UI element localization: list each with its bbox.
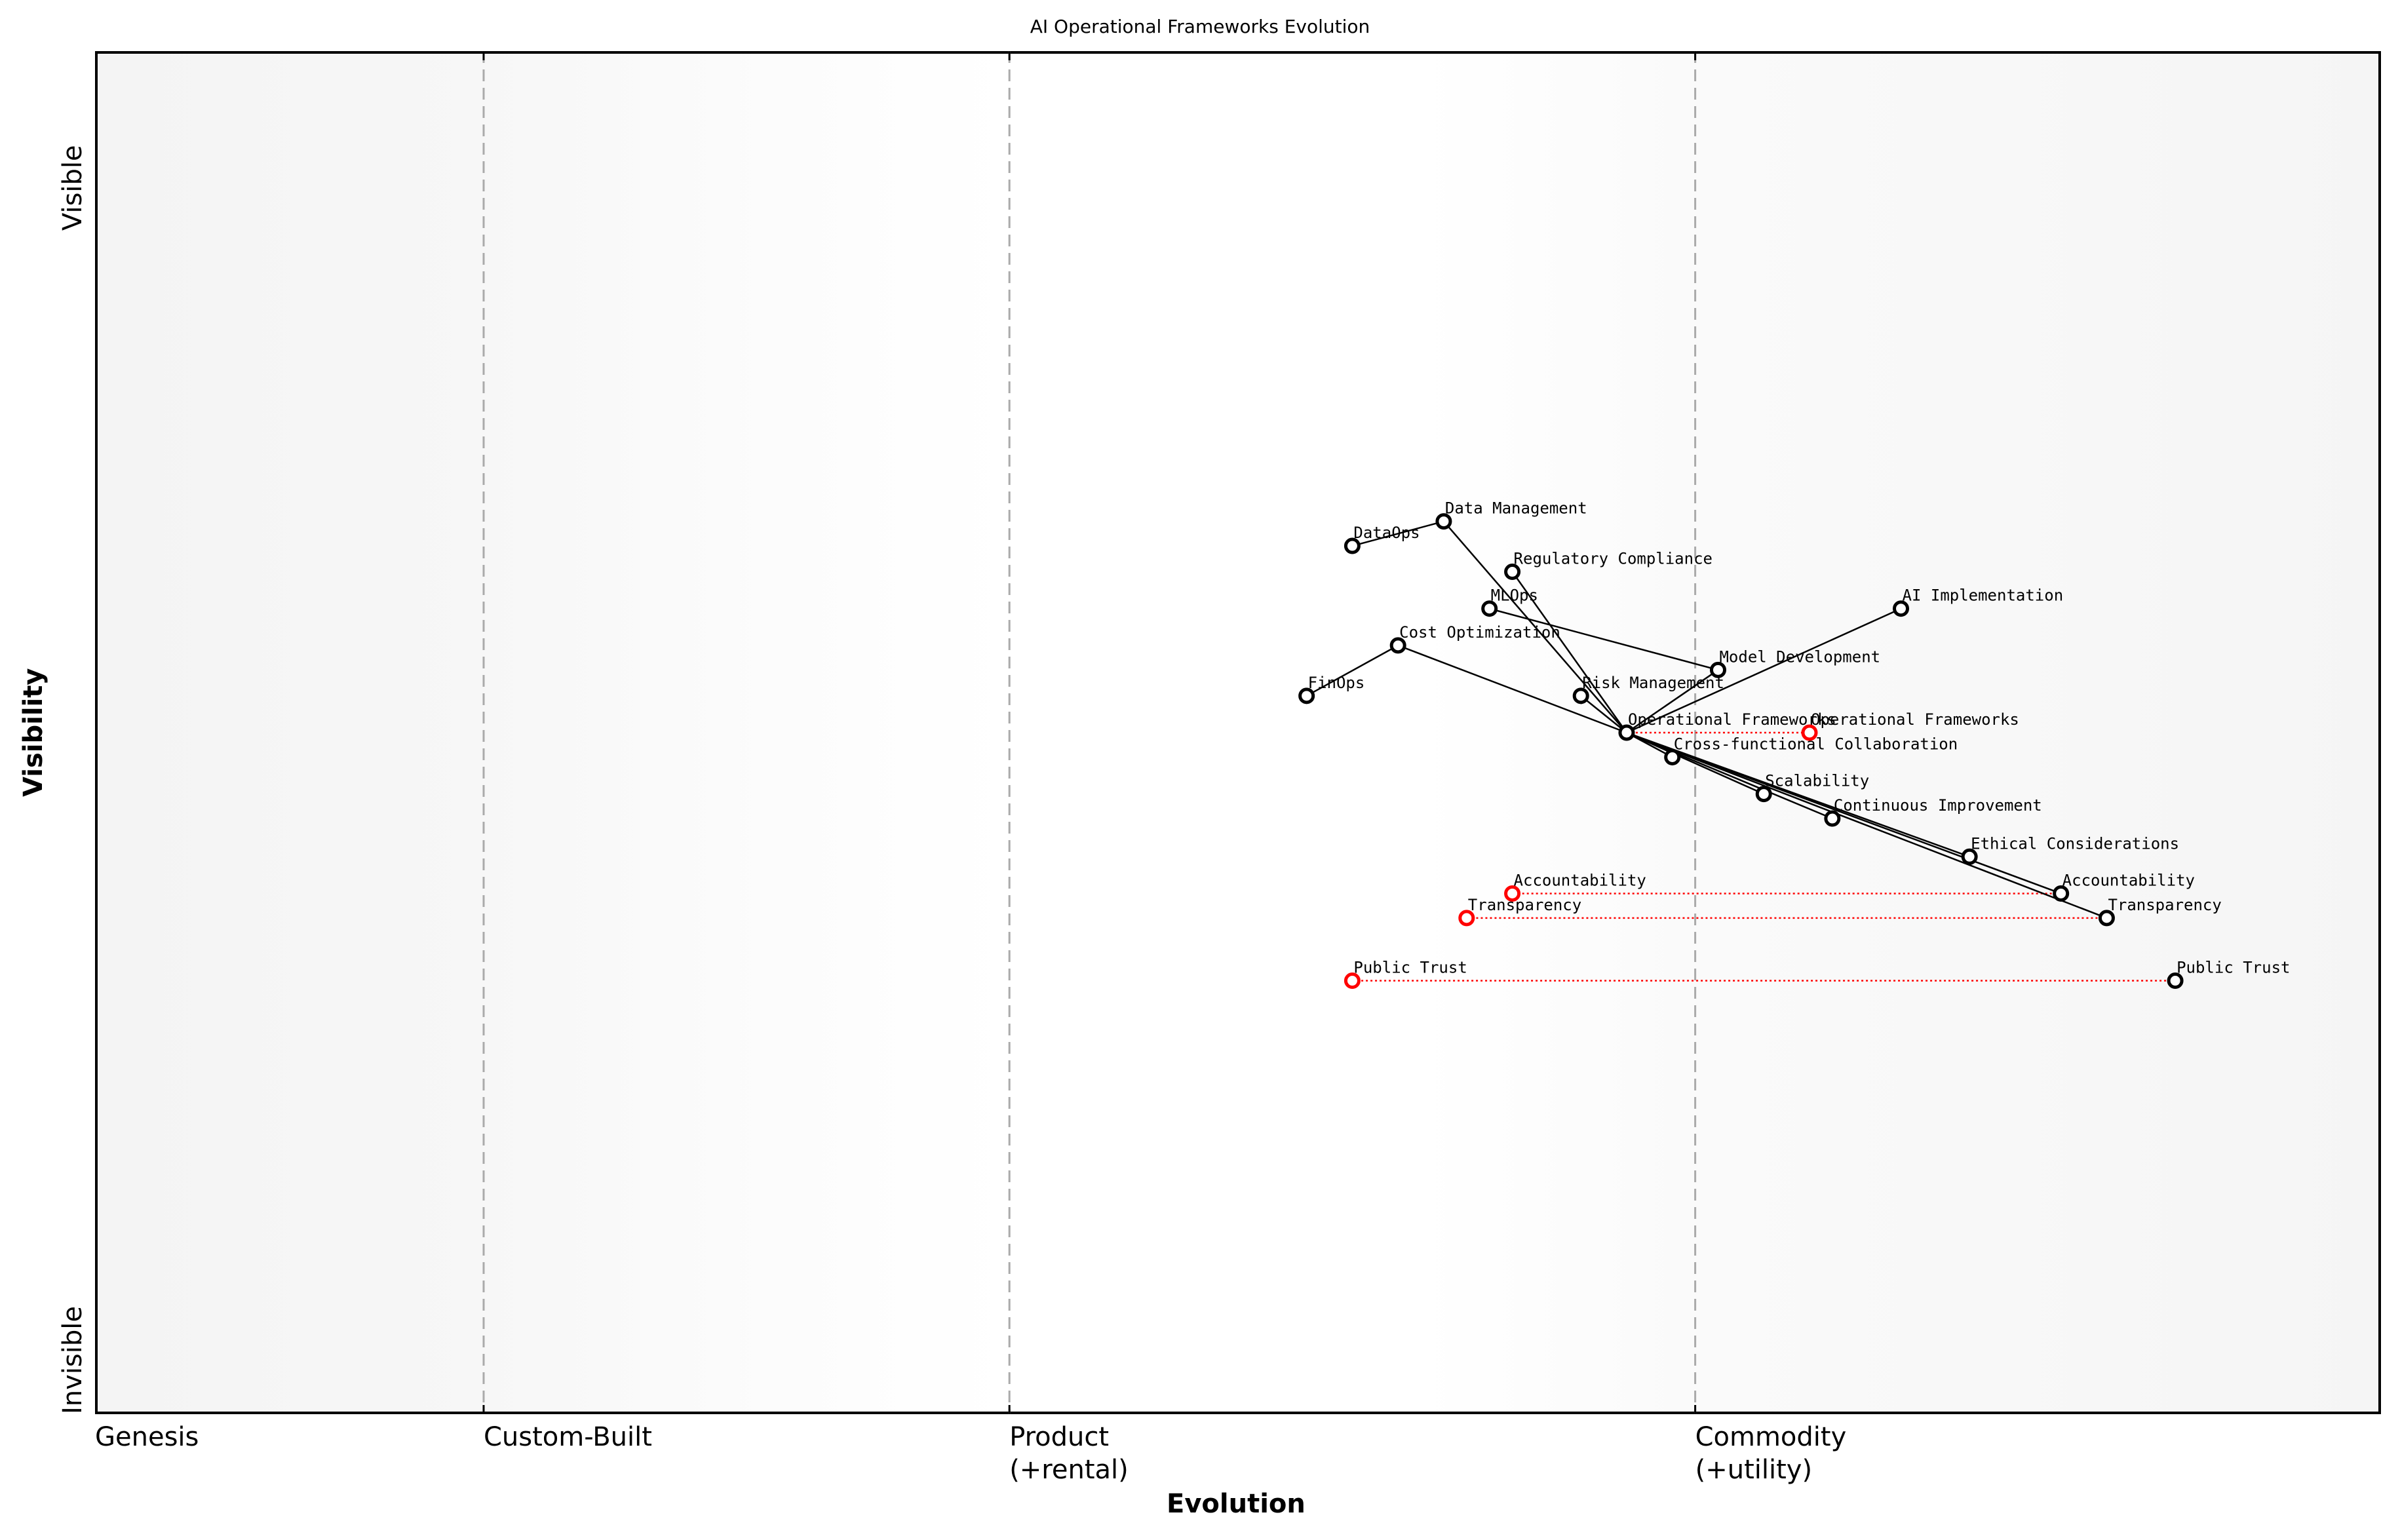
link-operational-frameworks-to-continuous-improvement xyxy=(1626,731,1833,820)
component-label: Transparency xyxy=(2108,896,2221,914)
node-circle-icon[interactable] xyxy=(1709,661,1726,678)
component-continuous-improvement[interactable]: Continuous Improvement xyxy=(1824,796,2042,827)
component-label: MLOps xyxy=(1491,587,1538,605)
y-tick-label-invisible: Invisible xyxy=(58,1306,88,1414)
node-circle-icon[interactable] xyxy=(1298,687,1315,704)
link-regulatory-compliance-to-operational-frameworks xyxy=(1511,571,1627,733)
link-model-development-to-operational-frameworks xyxy=(1626,669,1719,734)
x-tick-label-genesis: Genesis xyxy=(95,1422,199,1452)
evolved-component-operational-frameworks[interactable]: Operational Frameworks xyxy=(1801,710,2019,741)
component-finops[interactable]: FinOps xyxy=(1298,674,1365,704)
component-label: Regulatory Compliance xyxy=(1514,550,1713,568)
component-risk-management[interactable]: Risk Management xyxy=(1572,674,1724,704)
component-label: DataOps xyxy=(1353,524,1420,542)
node-circle-icon[interactable] xyxy=(1458,910,1475,927)
component-label: Cost Optimization xyxy=(1399,623,1560,642)
component-label: FinOps xyxy=(1308,674,1365,692)
node-circle-icon[interactable] xyxy=(2098,910,2115,927)
component-label: Continuous Improvement xyxy=(1834,796,2042,815)
component-label: Public Trust xyxy=(2177,959,2290,977)
node-circle-icon[interactable] xyxy=(1801,724,1818,741)
evolved-component-label: Public Trust xyxy=(1353,959,1467,977)
y-axis-label: Visibility xyxy=(18,668,48,797)
component-ai-implementation[interactable]: AI Implementation xyxy=(1893,587,2064,617)
node-circle-icon[interactable] xyxy=(1481,600,1498,617)
x-axis-label: Evolution xyxy=(1167,1489,1306,1519)
component-scalability[interactable]: Scalability xyxy=(1755,772,1869,803)
node-circle-icon[interactable] xyxy=(1344,537,1361,554)
link-dataops-to-data-management xyxy=(1352,520,1444,547)
component-dataops[interactable]: DataOps xyxy=(1344,524,1420,554)
evolved-component-public-trust[interactable]: Public Trust xyxy=(1344,959,1467,990)
node-circle-icon[interactable] xyxy=(1961,848,1978,865)
component-public-trust[interactable]: Public Trust xyxy=(2167,959,2290,990)
node-circle-icon[interactable] xyxy=(1344,972,1361,990)
x-tick-label-custom-built: Custom-Built xyxy=(483,1422,652,1452)
evolved-component-label: Transparency xyxy=(1468,896,1581,914)
component-label: Ethical Considerations xyxy=(1971,834,2179,853)
component-model-development[interactable]: Model Development xyxy=(1709,647,1880,678)
node-circle-icon[interactable] xyxy=(1504,885,1521,902)
y-tick-label-visible: Visible xyxy=(58,144,88,231)
component-label: Model Development xyxy=(1719,647,1880,666)
x-tick-label-commodity: Commodity (+utility) xyxy=(1695,1422,1847,1485)
map-canvas: Data Management DataOps Regulatory Complia… xyxy=(482,51,2290,1414)
link-operational-frameworks-to-accountability xyxy=(1626,731,2062,895)
node-circle-icon[interactable] xyxy=(1618,724,1635,741)
link-cost-optimization-to-operational-frameworks xyxy=(1397,644,1627,734)
node-circle-icon[interactable] xyxy=(1435,513,1452,530)
component-regulatory-compliance[interactable]: Regulatory Compliance xyxy=(1504,550,1713,581)
link-data-management-to-operational-frameworks xyxy=(1442,520,1627,733)
chart-title: AI Operational Frameworks Evolution xyxy=(1030,16,1370,37)
node-circle-icon[interactable] xyxy=(1504,564,1521,581)
component-accountability[interactable]: Accountability xyxy=(2053,871,2195,902)
evolved-component-label: Accountability xyxy=(1514,871,1646,889)
link-risk-management-to-operational-frameworks xyxy=(1580,695,1627,733)
evolved-component-label: Operational Frameworks xyxy=(1811,710,2019,729)
node-circle-icon[interactable] xyxy=(1755,786,1772,803)
node-circle-icon[interactable] xyxy=(1893,600,1910,617)
link-finops-to-cost-optimization xyxy=(1306,644,1399,697)
node-circle-icon[interactable] xyxy=(1824,810,1841,827)
dependency-links xyxy=(1306,520,2107,919)
component-ethical-considerations[interactable]: Ethical Considerations xyxy=(1961,834,2179,865)
component-data-management[interactable]: Data Management xyxy=(1435,499,1587,530)
link-ai-implementation-to-operational-frameworks xyxy=(1626,607,1902,734)
evolved-component-transparency[interactable]: Transparency xyxy=(1458,896,1581,927)
evolved-component-accountability[interactable]: Accountability xyxy=(1504,871,1646,902)
component-label: AI Implementation xyxy=(1903,587,2064,605)
component-label: Data Management xyxy=(1445,499,1587,518)
component-mlops[interactable]: MLOps xyxy=(1481,587,1538,617)
component-cost-optimization[interactable]: Cost Optimization xyxy=(1389,623,1560,654)
node-circle-icon[interactable] xyxy=(2053,885,2070,902)
node-circle-icon[interactable] xyxy=(1389,637,1406,654)
plot-area: Data Management DataOps Regulatory Complia… xyxy=(95,51,2381,1414)
link-operational-frameworks-to-transparency xyxy=(1626,731,2107,919)
stage-divider-lines xyxy=(482,51,1697,1414)
component-label: Accountability xyxy=(2062,871,2195,889)
component-transparency[interactable]: Transparency xyxy=(2098,896,2222,927)
component-label: Scalability xyxy=(1765,772,1869,790)
component-nodes: Data Management DataOps Regulatory Complia… xyxy=(1298,499,2290,990)
x-tick-label-product: Product (+rental) xyxy=(1009,1422,1129,1485)
node-circle-icon[interactable] xyxy=(1664,748,1681,765)
component-operational-frameworks[interactable]: Operational Frameworks xyxy=(1618,710,1836,741)
node-circle-icon[interactable] xyxy=(1572,687,1589,704)
component-label: Operational Frameworks xyxy=(1628,710,1836,729)
component-label: Risk Management xyxy=(1582,674,1724,692)
node-circle-icon[interactable] xyxy=(2167,972,2184,990)
evolution-lines xyxy=(1352,731,2176,982)
